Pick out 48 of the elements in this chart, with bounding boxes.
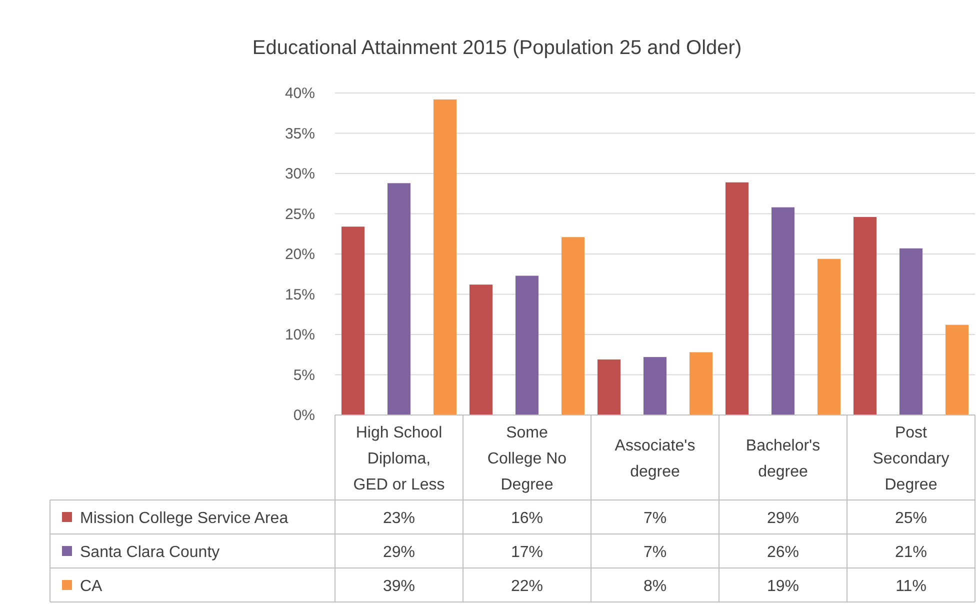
y-tick-label: 5% bbox=[293, 366, 315, 384]
legend-label: Santa Clara County bbox=[80, 544, 220, 561]
x-tick-label: Bachelor's degree bbox=[746, 438, 820, 480]
chart-title: Educational Attainment 2015 (Population 25 and Older) bbox=[252, 37, 742, 59]
bar bbox=[470, 284, 492, 415]
legend-label: CA bbox=[80, 578, 103, 595]
x-tick-label: Some College No Degree bbox=[487, 424, 567, 494]
y-tick-label: 30% bbox=[284, 166, 315, 182]
y-tick-label: 35% bbox=[284, 125, 315, 142]
data-label: 23% bbox=[382, 510, 416, 527]
legend-label: Mission College Service Area bbox=[80, 510, 288, 527]
x-tick-label: Associate's degree bbox=[614, 438, 696, 480]
y-tick-label: 40% bbox=[284, 85, 315, 102]
bar bbox=[772, 207, 794, 415]
bar bbox=[598, 359, 620, 415]
y-tick-label: 20% bbox=[284, 246, 315, 263]
data-label: 8% bbox=[643, 578, 667, 595]
bar bbox=[818, 258, 840, 415]
data-label: 25% bbox=[894, 510, 928, 527]
y-tick-label: 15% bbox=[284, 286, 315, 304]
bar bbox=[900, 248, 922, 415]
bar bbox=[946, 324, 968, 415]
bar bbox=[388, 183, 410, 415]
data-label: 29% bbox=[382, 544, 416, 561]
data-label: 39% bbox=[382, 578, 416, 595]
y-tick-label: 10% bbox=[284, 326, 315, 344]
data-label: 7% bbox=[643, 544, 667, 561]
data-label: 29% bbox=[766, 510, 800, 527]
bar bbox=[644, 357, 666, 415]
data-label: 17% bbox=[510, 544, 544, 561]
bar bbox=[562, 237, 584, 415]
bar bbox=[690, 352, 712, 415]
data-label: 19% bbox=[766, 578, 800, 595]
x-tick-label: Post Secondary Degree bbox=[872, 424, 950, 494]
data-label: 16% bbox=[510, 510, 544, 527]
x-tick-label: High School Diploma, GED or Less bbox=[353, 424, 445, 494]
y-tick-label: 0% bbox=[293, 407, 315, 424]
bar bbox=[854, 216, 876, 415]
bar bbox=[342, 226, 364, 415]
data-label: 7% bbox=[643, 510, 667, 527]
data-label: 21% bbox=[894, 544, 928, 561]
data-label: 22% bbox=[510, 578, 544, 595]
bar bbox=[434, 99, 456, 415]
bar bbox=[516, 276, 538, 415]
data-label: 11% bbox=[896, 578, 926, 595]
data-label: 26% bbox=[766, 544, 800, 561]
y-tick-label: 25% bbox=[284, 206, 315, 223]
bar bbox=[726, 182, 748, 415]
